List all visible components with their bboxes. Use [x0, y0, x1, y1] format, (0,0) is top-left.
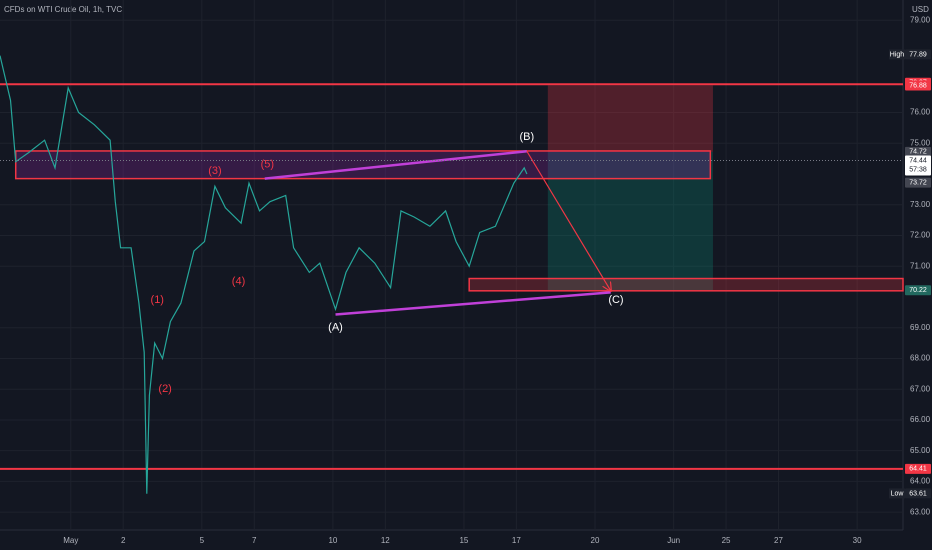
- y-tick-label: 75.00: [910, 138, 931, 147]
- y-tick-label: 65.00: [910, 446, 931, 455]
- wave-label: (B): [520, 131, 535, 143]
- y-tick-label: 79.00: [910, 15, 931, 24]
- price-badge-label: 77.89: [909, 51, 927, 58]
- price-badge: [905, 49, 931, 60]
- x-tick-label: 30: [853, 536, 862, 545]
- currency: USD: [912, 5, 929, 14]
- wave-label: (3): [208, 165, 221, 177]
- countdown: 57:38: [909, 166, 927, 173]
- x-tick-label: 27: [774, 536, 783, 545]
- x-tick-label: 12: [381, 536, 390, 545]
- x-tick-label: May: [63, 536, 78, 545]
- y-tick-label: 68.00: [910, 354, 931, 363]
- zone: [468, 277, 904, 292]
- price-badge-label: 76.88: [909, 82, 927, 89]
- price-tag-bg: [889, 49, 905, 60]
- price-badge-label: 74.44: [909, 157, 927, 164]
- price-badge: [905, 177, 931, 188]
- x-tick-label: 17: [512, 536, 521, 545]
- y-tick-label: 64.00: [910, 477, 931, 486]
- x-tick-label: 2: [121, 536, 126, 545]
- x-tick-label: 7: [252, 536, 257, 545]
- trendline: [335, 291, 611, 316]
- chart-title: CFDs on WTI Crude Oil, 1h, TVC: [4, 5, 122, 14]
- price-badge: [905, 146, 931, 157]
- price-badge: [905, 155, 931, 176]
- price-badge: [905, 488, 931, 499]
- price-tag: High: [890, 51, 905, 58]
- x-tick-label: 15: [459, 536, 468, 545]
- y-tick-label: 67.00: [910, 384, 931, 393]
- x-tick-label: 10: [328, 536, 337, 545]
- wave-label: (A): [328, 322, 343, 334]
- wave-label: (2): [158, 383, 171, 395]
- price-badge: [905, 463, 931, 474]
- x-tick-label: 25: [722, 536, 731, 545]
- price-badge-label: 73.72: [909, 179, 927, 186]
- price-badge-label: 70.22: [909, 287, 927, 294]
- trendline: [264, 150, 527, 180]
- price-badge-label: 63.61: [909, 490, 927, 497]
- wave-label: (5): [261, 159, 274, 171]
- target-area: [547, 151, 713, 291]
- x-tick-label: 20: [591, 536, 600, 545]
- wave-label: (1): [151, 294, 164, 306]
- wave-label: (4): [232, 276, 245, 288]
- price-tag: Low: [891, 490, 905, 497]
- price-badge: [905, 285, 931, 296]
- price-badge-label: 74.72: [909, 149, 927, 156]
- y-tick-label: 69.00: [910, 323, 931, 332]
- zone: [14, 150, 712, 180]
- y-tick-label: 71.00: [910, 261, 931, 270]
- price-tag-bg: [889, 488, 905, 499]
- y-tick-label: 66.00: [910, 415, 931, 424]
- y-tick-label: 73.00: [910, 200, 931, 209]
- y-tick-label: 72.00: [910, 231, 931, 240]
- y-tick-label: 63.00: [910, 507, 931, 516]
- y-tick-label: 76.00: [910, 108, 931, 117]
- wave-label: (C): [608, 294, 623, 306]
- x-tick-label: 5: [200, 536, 205, 545]
- arrow: [526, 150, 611, 291]
- price-badge-label: 64.41: [909, 466, 927, 473]
- stop-area: [547, 85, 713, 152]
- price-line: [0, 55, 528, 494]
- price-badge: [905, 80, 931, 91]
- x-tick-label: Jun: [667, 536, 680, 545]
